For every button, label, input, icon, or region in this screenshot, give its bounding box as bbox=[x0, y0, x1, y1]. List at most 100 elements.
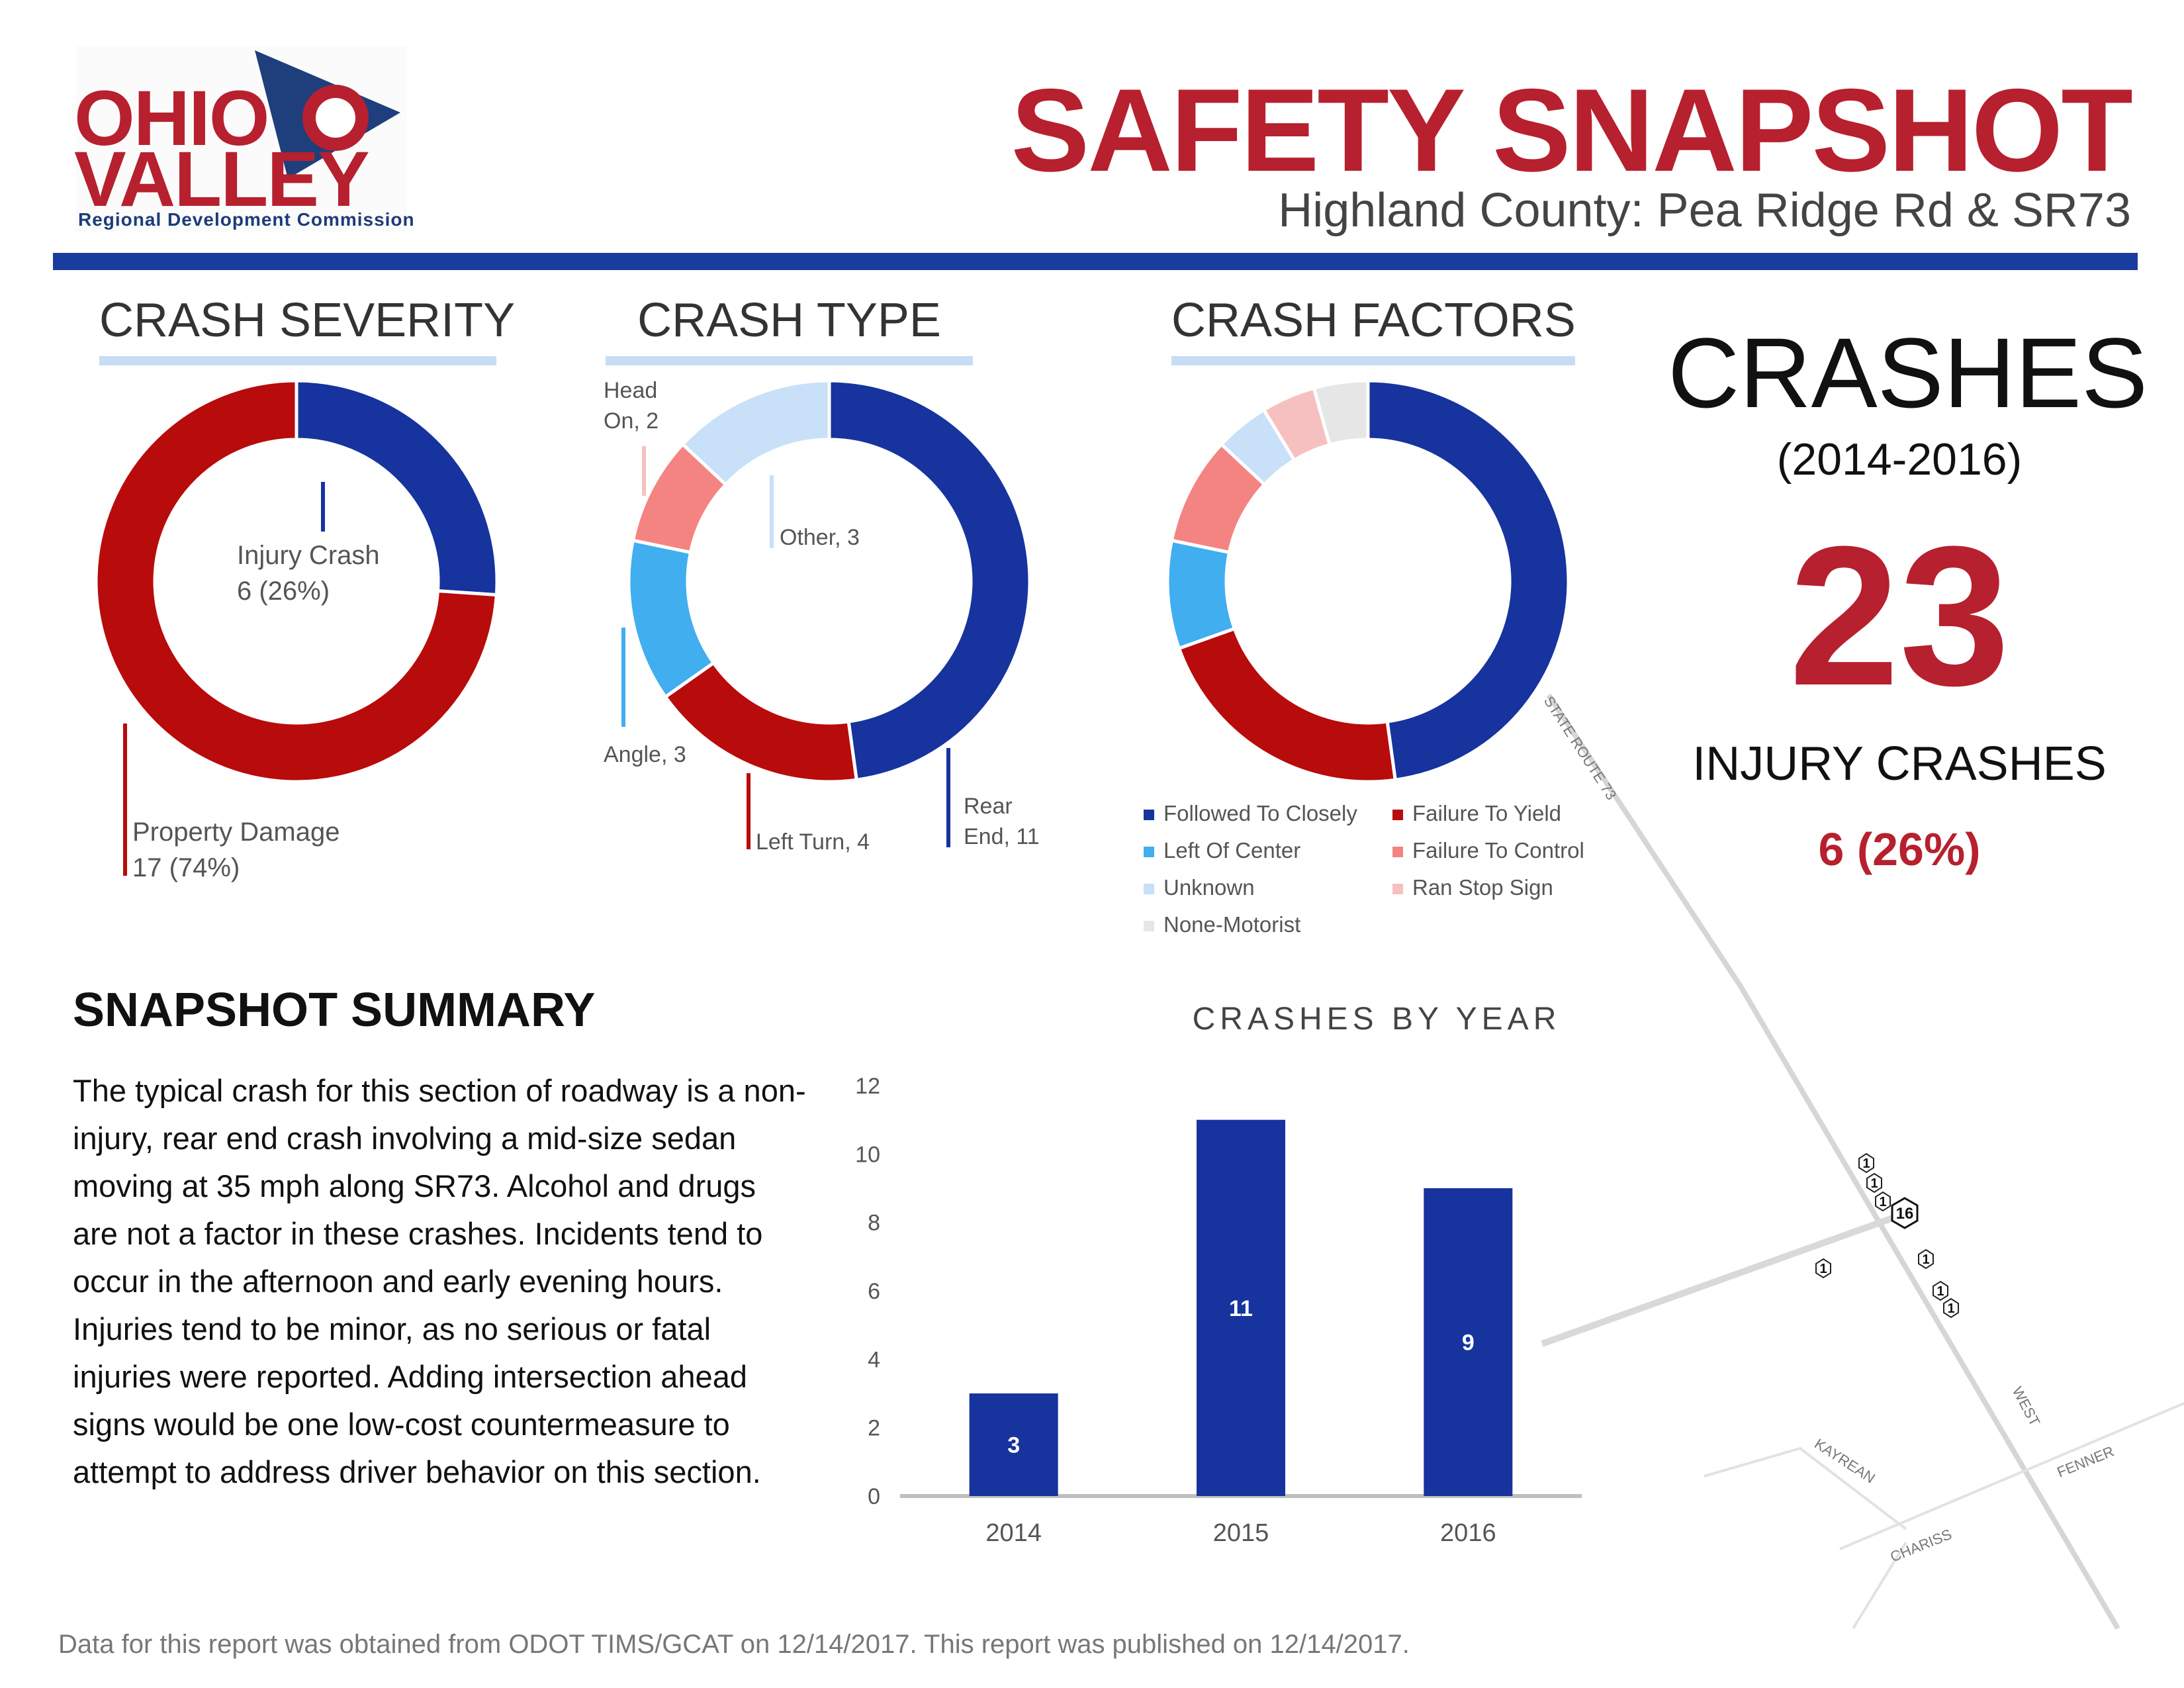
svg-text:1: 1 bbox=[1862, 1156, 1870, 1171]
donut-slice-property-damage bbox=[94, 379, 498, 784]
road-state-route-73 bbox=[1546, 693, 2120, 1630]
svg-text:1: 1 bbox=[1947, 1301, 1954, 1316]
logo-tagline: Regional Development Commission bbox=[78, 209, 415, 230]
x-tick-label: 2014 bbox=[985, 1519, 1042, 1547]
crash-marker-1: 1 bbox=[1858, 1152, 1874, 1174]
page-subtitle: Highland County: Pea Ridge Rd & SR73 bbox=[1278, 184, 2131, 237]
label-rear-end: Rear End, 11 bbox=[964, 794, 1040, 849]
road-chariss bbox=[1852, 1541, 1907, 1630]
bar-data-label: 11 bbox=[1229, 1296, 1253, 1321]
label-property-damage: Property Damage 17 (74%) bbox=[132, 818, 340, 882]
crash-marker-2: 1 bbox=[1866, 1172, 1882, 1194]
legend-item: Followed To Closely bbox=[1144, 801, 1357, 826]
logo-valley: VALLEY bbox=[74, 136, 370, 223]
leader-property bbox=[123, 724, 127, 876]
road-pea-ridge bbox=[1541, 1215, 1894, 1347]
legend-item: None-Motorist bbox=[1144, 912, 1300, 937]
svg-text:1: 1 bbox=[1879, 1195, 1886, 1209]
bar-chart-crashes-by-year: 0 2 4 6 8 10 12 3 2014 11 2015 9 2016 bbox=[855, 1074, 1582, 1547]
label-head-on: Head On, 2 bbox=[604, 378, 659, 434]
legend-item: Failure To Yield bbox=[1392, 801, 1561, 826]
total-crashes: 23 bbox=[1789, 504, 2010, 727]
chart-title-crashes-by-year: CRASHES BY YEAR bbox=[1192, 1002, 1561, 1037]
legend-swatch bbox=[1144, 921, 1154, 932]
legend-item: Unknown bbox=[1144, 875, 1255, 900]
legend-swatch bbox=[1144, 847, 1154, 858]
crash-marker-7: 1 bbox=[1943, 1297, 1959, 1319]
legend-item: Ran Stop Sign bbox=[1392, 875, 1553, 900]
road-fenner bbox=[1839, 1402, 2184, 1550]
label-other: Other, 3 bbox=[780, 525, 860, 550]
y-tick-label: 8 bbox=[868, 1211, 880, 1236]
leader-other bbox=[770, 475, 774, 548]
svg-text:1: 1 bbox=[1870, 1176, 1878, 1191]
crashes-label: CRASHES bbox=[1668, 317, 2148, 428]
y-tick-label: 6 bbox=[868, 1279, 880, 1304]
bar-data-label: 9 bbox=[1462, 1331, 1475, 1356]
x-tick-label: 2015 bbox=[1213, 1519, 1269, 1547]
crash-marker-3: 1 bbox=[1875, 1191, 1891, 1212]
donut-crash-factors bbox=[1165, 379, 1570, 784]
donut-slice-failure-to-yield bbox=[1177, 626, 1398, 784]
location-map: STATE ROUTE 73 WEST KAYREAN FENNER CHARI… bbox=[1541, 693, 2184, 1630]
summary-body: The typical crash for this section of ro… bbox=[73, 1073, 806, 1489]
donut-crash-severity bbox=[94, 379, 499, 784]
donut-slice-angle bbox=[627, 538, 716, 700]
y-tick-label: 0 bbox=[868, 1484, 880, 1509]
legend-item: Left Of Center bbox=[1144, 838, 1300, 863]
crash-marker-4: 1 bbox=[1918, 1248, 1934, 1270]
year-range: (2014-2016) bbox=[1776, 434, 2023, 485]
y-tick-label: 4 bbox=[868, 1347, 880, 1372]
header-rule bbox=[53, 253, 2138, 270]
map-label-chariss: CHARISS bbox=[1888, 1526, 1954, 1566]
heading-crash-type: CRASH TYPE bbox=[606, 297, 973, 365]
map-label-west: WEST bbox=[2009, 1384, 2044, 1429]
svg-text:1: 1 bbox=[1922, 1252, 1929, 1267]
donut-slice-none-motorist bbox=[1312, 379, 1370, 447]
summary-heading: SNAPSHOT SUMMARY bbox=[73, 984, 596, 1037]
leader-left-turn bbox=[747, 773, 751, 849]
logo-graphic bbox=[76, 46, 407, 232]
donut-slice-injury-crash bbox=[295, 379, 499, 597]
donut-slice-left-of-center bbox=[1165, 538, 1237, 651]
legend-swatch bbox=[1392, 810, 1403, 821]
map-label-sr73: STATE ROUTE 73 bbox=[1541, 693, 1620, 803]
legend-swatch bbox=[1144, 884, 1154, 895]
road-kayrean bbox=[1704, 1446, 1907, 1530]
crash-marker-5: 1 bbox=[1815, 1258, 1831, 1279]
y-tick-label: 12 bbox=[855, 1074, 880, 1099]
donut-slice-followed-to-closely bbox=[1366, 379, 1570, 782]
bar-2014 bbox=[969, 1393, 1058, 1496]
legend-swatch bbox=[1392, 847, 1403, 858]
map-label-fenner: FENNER bbox=[2055, 1443, 2116, 1481]
heading-crash-factors: CRASH FACTORS bbox=[1171, 297, 1576, 365]
injury-crashes-label: INJURY CRASHES bbox=[1692, 737, 2107, 790]
bar-2015 bbox=[1197, 1119, 1285, 1496]
donut-charts bbox=[94, 379, 1570, 784]
svg-text:16: 16 bbox=[1896, 1205, 1914, 1223]
label-left-turn: Left Turn, 4 bbox=[756, 829, 870, 855]
x-tick-label: 2016 bbox=[1440, 1519, 1496, 1547]
donut-slice-other bbox=[680, 379, 831, 487]
bar-data-label: 3 bbox=[1007, 1433, 1020, 1458]
donut-crash-type bbox=[627, 379, 1032, 784]
label-angle: Angle, 3 bbox=[604, 742, 686, 767]
legend-swatch bbox=[1392, 884, 1403, 895]
footer-note: Data for this report was obtained from O… bbox=[58, 1630, 1410, 1659]
donut-slice-left-turn bbox=[662, 660, 859, 784]
svg-text:1: 1 bbox=[1819, 1262, 1827, 1276]
y-tick-label: 2 bbox=[868, 1416, 880, 1441]
legend-swatch bbox=[1144, 810, 1154, 821]
injury-crashes-value: 6 (26%) bbox=[1818, 823, 1981, 875]
leader-injury bbox=[321, 482, 325, 532]
leader-head-on bbox=[642, 446, 646, 496]
donut-slice-rear-end bbox=[827, 379, 1032, 782]
y-tick-label: 10 bbox=[855, 1142, 880, 1167]
crash-marker-6: 1 bbox=[1933, 1280, 1948, 1301]
logo-ohio: OHIO bbox=[74, 75, 270, 162]
map-label-kayrean: KAYREAN bbox=[1811, 1435, 1878, 1486]
page-title: SAFETY SNAPSHOT bbox=[1011, 64, 2133, 196]
crash-marker-16: 16 bbox=[1891, 1197, 1919, 1229]
label-injury-crash: Injury Crash 6 (26%) bbox=[237, 541, 380, 606]
heading-crash-severity: CRASH SEVERITY bbox=[99, 297, 515, 365]
